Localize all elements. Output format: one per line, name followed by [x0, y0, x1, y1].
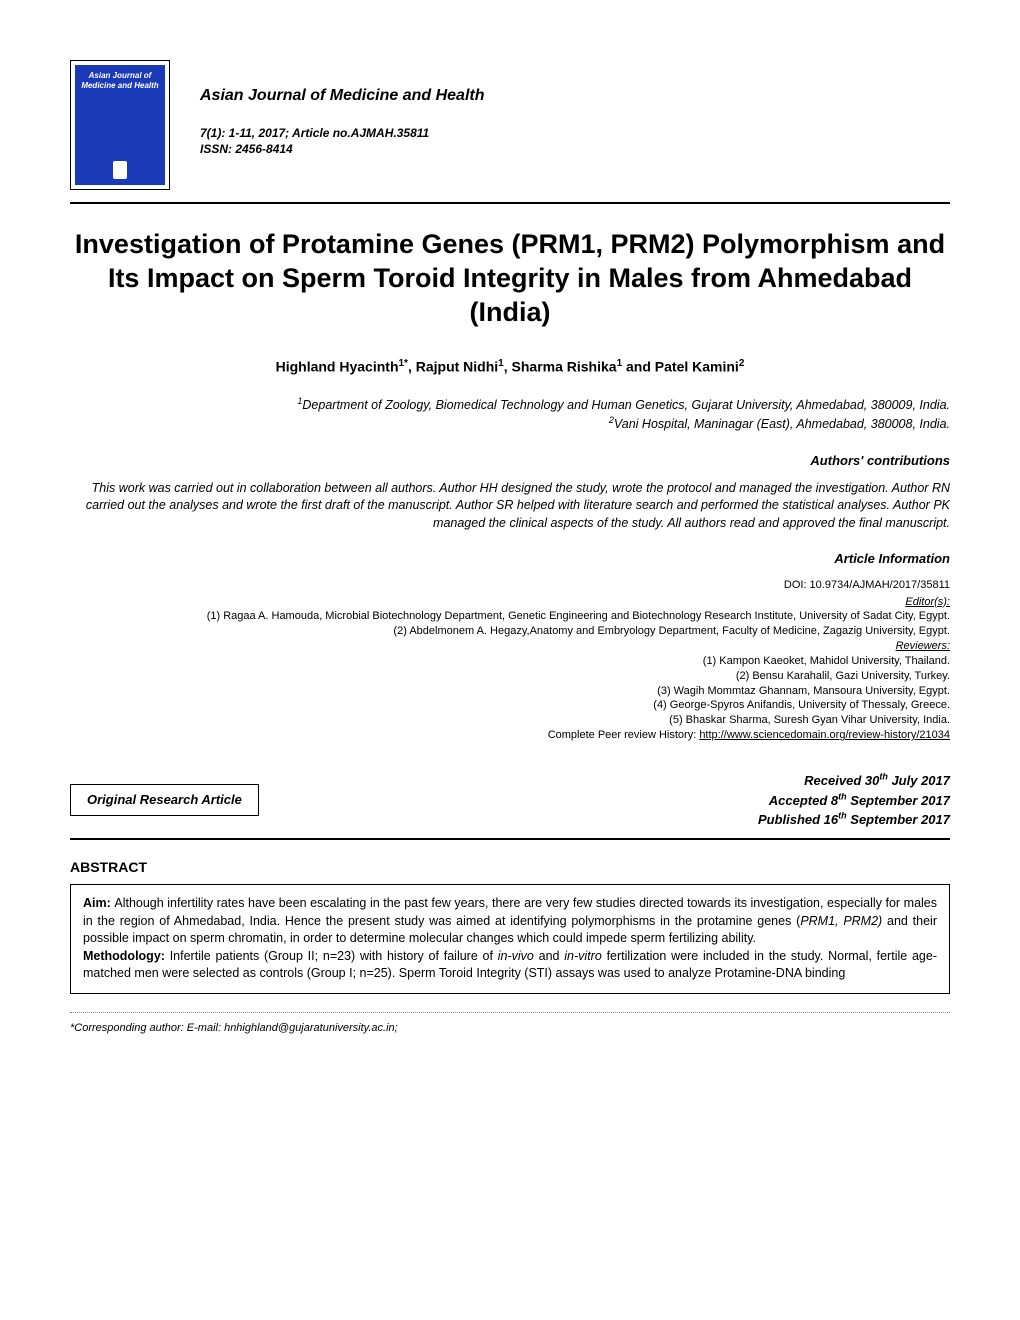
volume-line: 7(1): 1-11, 2017; Article no.AJMAH.35811 [200, 126, 429, 140]
affiliations: 1Department of Zoology, Biomedical Techn… [70, 395, 950, 434]
reviewer-4: (4) George-Spyros Anifandis, University … [70, 698, 950, 713]
cover-title: Asian Journal of Medicine and Health [79, 71, 161, 90]
cover-inner: Asian Journal of Medicine and Health [75, 65, 165, 185]
editor-2: (2) Abdelmonem A. Hegazy,Anatomy and Emb… [70, 624, 950, 639]
dates: Received 30th July 2017 Accepted 8th Sep… [758, 771, 950, 830]
abstract-heading: ABSTRACT [70, 858, 950, 877]
article-title: Investigation of Protamine Genes (PRM1, … [70, 228, 950, 329]
footer-rule [70, 1012, 950, 1013]
journal-info: Asian Journal of Medicine and Health 7(1… [200, 60, 950, 158]
top-rule [70, 202, 950, 204]
authors-line: Highland Hyacinth1*, Rajput Nidhi1, Shar… [70, 357, 950, 377]
doi-line: DOI: 10.9734/AJMAH/2017/35811 [70, 578, 950, 593]
accepted-date: Accepted 8th September 2017 [769, 793, 950, 808]
received-date: Received 30th July 2017 [804, 773, 950, 788]
peer-prefix: Complete Peer review History: [548, 729, 700, 741]
peer-review-line: Complete Peer review History: http://www… [70, 728, 950, 743]
published-date: Published 16th September 2017 [758, 812, 950, 827]
contributions-label: Authors' contributions [70, 452, 950, 470]
journal-name: Asian Journal of Medicine and Health [200, 85, 950, 107]
article-meta: 7(1): 1-11, 2017; Article no.AJMAH.35811… [200, 125, 950, 159]
meth-text2: and [534, 949, 564, 963]
editors-label: Editor(s): [70, 595, 950, 610]
editor-1: (1) Ragaa A. Hamouda, Microbial Biotechn… [70, 609, 950, 624]
abstract-box: Aim: Although infertility rates have bee… [70, 884, 950, 994]
issn-line: ISSN: 2456-8414 [200, 142, 293, 156]
header-row: Asian Journal of Medicine and Health Asi… [70, 60, 950, 190]
reviewer-5: (5) Bhaskar Sharma, Suresh Gyan Vihar Un… [70, 713, 950, 728]
dates-row: Original Research Article Received 30th … [70, 771, 950, 830]
aim-ital: PRM1, PRM2) [800, 914, 882, 928]
contributions-text: This work was carried out in collaborati… [70, 480, 950, 533]
corresponding-author: *Corresponding author: E-mail: hnhighlan… [70, 1021, 950, 1036]
meth-ital1: in-vivo [498, 949, 534, 963]
cover-badge-icon [113, 161, 127, 179]
meth-ital2: in-vitro [564, 949, 602, 963]
affiliation-1: Department of Zoology, Biomedical Techno… [302, 398, 950, 412]
mid-rule [70, 838, 950, 840]
article-type-box: Original Research Article [70, 784, 259, 816]
peer-review-link[interactable]: http://www.sciencedomain.org/review-hist… [699, 729, 950, 741]
reviewer-2: (2) Bensu Karahalil, Gazi University, Tu… [70, 669, 950, 684]
aim-label: Aim: [83, 896, 114, 910]
affiliation-2: Vani Hospital, Maninagar (East), Ahmedab… [614, 418, 950, 432]
reviewers-label: Reviewers: [70, 639, 950, 654]
reviewer-3: (3) Wagih Mommtaz Ghannam, Mansoura Univ… [70, 684, 950, 699]
journal-cover: Asian Journal of Medicine and Health [70, 60, 170, 190]
meth-text1: Infertile patients (Group II; n=23) with… [170, 949, 498, 963]
meth-label: Methodology: [83, 949, 170, 963]
article-info-label: Article Information [70, 550, 950, 568]
reviewer-1: (1) Kampon Kaeoket, Mahidol University, … [70, 654, 950, 669]
